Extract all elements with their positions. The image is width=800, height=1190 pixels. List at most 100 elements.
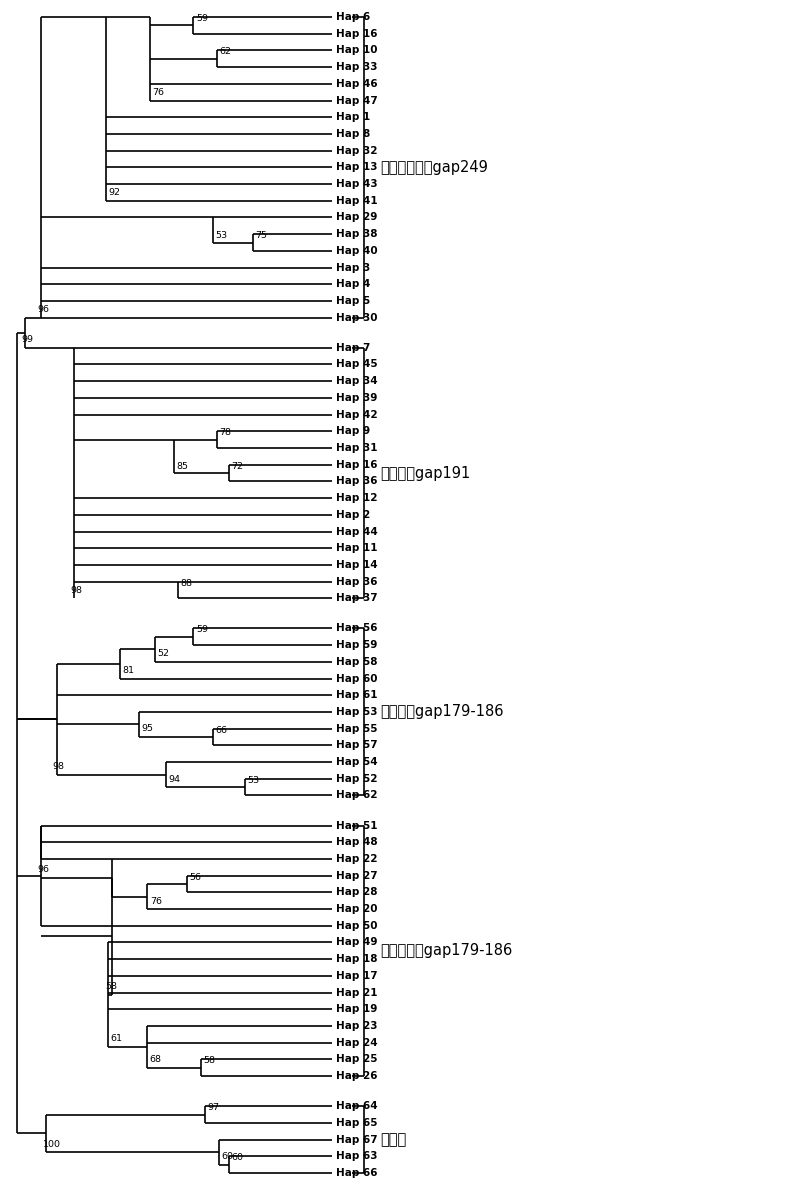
Text: Hap 19: Hap 19 (337, 1004, 378, 1014)
Text: 62: 62 (220, 48, 232, 56)
Text: Hap 26: Hap 26 (337, 1071, 378, 1082)
Text: 78: 78 (220, 428, 232, 437)
Text: 85: 85 (176, 462, 188, 471)
Text: 水牛支: 水牛支 (380, 1132, 406, 1147)
Text: Hap 17: Hap 17 (337, 971, 378, 981)
Text: Hap 36: Hap 36 (337, 577, 378, 587)
Text: 59: 59 (196, 14, 208, 23)
Text: Hap 20: Hap 20 (337, 904, 378, 914)
Text: Hap 10: Hap 10 (337, 45, 378, 56)
Text: 75: 75 (255, 231, 267, 240)
Text: Hap 40: Hap 40 (337, 246, 378, 256)
Text: 大额牛支：gap179-186: 大额牛支：gap179-186 (380, 944, 512, 958)
Text: Hap 9: Hap 9 (337, 426, 370, 437)
Text: Hap 49: Hap 49 (337, 938, 378, 947)
Text: 92: 92 (109, 188, 121, 198)
Text: Hap 41: Hap 41 (337, 195, 378, 206)
Text: 81: 81 (122, 666, 134, 675)
Text: Hap 51: Hap 51 (337, 821, 378, 831)
Text: Hap 36: Hap 36 (337, 476, 378, 487)
Text: Hap 11: Hap 11 (337, 543, 378, 553)
Text: 88: 88 (180, 578, 192, 588)
Text: Hap 3: Hap 3 (337, 263, 370, 273)
Text: Hap 54: Hap 54 (337, 757, 378, 768)
Text: Hap 45: Hap 45 (337, 359, 378, 369)
Text: Hap 5: Hap 5 (337, 296, 370, 306)
Text: Hap 28: Hap 28 (337, 888, 378, 897)
Text: Hap 37: Hap 37 (337, 594, 378, 603)
Text: Hap 66: Hap 66 (337, 1169, 378, 1178)
Text: Hap 24: Hap 24 (337, 1038, 378, 1047)
Text: Hap 33: Hap 33 (337, 62, 378, 73)
Text: Hap 12: Hap 12 (337, 493, 378, 503)
Text: Hap 63: Hap 63 (337, 1151, 378, 1161)
Text: Hap 14: Hap 14 (337, 560, 378, 570)
Text: 56: 56 (190, 872, 202, 882)
Text: Hap 32: Hap 32 (337, 145, 378, 156)
Text: 犎牛支：gap179-186: 犎牛支：gap179-186 (380, 704, 504, 720)
Text: 疘牛支：gap191: 疘牛支：gap191 (380, 465, 470, 481)
Text: Hap 38: Hap 38 (337, 230, 378, 239)
Text: 58: 58 (204, 1057, 216, 1065)
Text: 98: 98 (53, 762, 65, 771)
Text: Hap 4: Hap 4 (337, 280, 371, 289)
Text: Hap 30: Hap 30 (337, 313, 378, 322)
Text: Hap 47: Hap 47 (337, 95, 378, 106)
Text: Hap 34: Hap 34 (337, 376, 378, 387)
Text: Hap 18: Hap 18 (337, 954, 378, 964)
Text: Hap 8: Hap 8 (337, 129, 370, 139)
Text: Hap 22: Hap 22 (337, 854, 378, 864)
Text: Hap 64: Hap 64 (337, 1101, 378, 1111)
Text: 53: 53 (216, 231, 228, 240)
Text: Hap 67: Hap 67 (337, 1134, 378, 1145)
Text: Hap 16: Hap 16 (337, 459, 378, 470)
Text: Hap 25: Hap 25 (337, 1054, 378, 1064)
Text: 99: 99 (21, 336, 33, 344)
Text: Hap 43: Hap 43 (337, 178, 378, 189)
Text: Hap 56: Hap 56 (337, 624, 378, 633)
Text: 76: 76 (150, 896, 162, 906)
Text: Hap 13: Hap 13 (337, 162, 378, 173)
Text: 普通黄牛支：gap249: 普通黄牛支：gap249 (380, 159, 488, 175)
Text: 96: 96 (37, 865, 49, 875)
Text: Hap 39: Hap 39 (337, 393, 378, 403)
Text: 94: 94 (168, 775, 180, 783)
Text: 61: 61 (110, 1034, 122, 1044)
Text: Hap 6: Hap 6 (337, 12, 370, 21)
Text: Hap 1: Hap 1 (337, 112, 370, 123)
Text: Hap 27: Hap 27 (337, 871, 378, 881)
Text: Hap 60: Hap 60 (337, 674, 378, 683)
Text: Hap 52: Hap 52 (337, 774, 378, 784)
Text: 59: 59 (196, 626, 208, 634)
Text: 97: 97 (208, 1103, 220, 1113)
Text: Hap 2: Hap 2 (337, 509, 370, 520)
Text: Hap 42: Hap 42 (337, 409, 378, 420)
Text: Hap 7: Hap 7 (337, 343, 371, 352)
Text: Hap 58: Hap 58 (337, 657, 378, 666)
Text: 52: 52 (158, 650, 170, 658)
Text: Hap 29: Hap 29 (337, 213, 378, 223)
Text: Hap 57: Hap 57 (337, 740, 378, 751)
Text: 100: 100 (42, 1140, 61, 1148)
Text: 66: 66 (216, 726, 228, 734)
Text: Hap 59: Hap 59 (337, 640, 378, 650)
Text: Hap 62: Hap 62 (337, 790, 378, 801)
Text: Hap 16: Hap 16 (337, 29, 378, 39)
Text: Hap 44: Hap 44 (337, 526, 378, 537)
Text: 60: 60 (222, 1152, 234, 1161)
Text: Hap 23: Hap 23 (337, 1021, 378, 1031)
Text: 96: 96 (37, 305, 49, 314)
Text: 95: 95 (142, 725, 154, 733)
Text: 72: 72 (231, 462, 243, 471)
Text: Hap 46: Hap 46 (337, 79, 378, 89)
Text: Hap 65: Hap 65 (337, 1117, 378, 1128)
Text: 98: 98 (70, 585, 82, 595)
Text: 68: 68 (150, 1056, 162, 1064)
Text: Hap 55: Hap 55 (337, 724, 378, 734)
Text: 53: 53 (247, 776, 259, 784)
Text: 76: 76 (152, 88, 164, 96)
Text: 60: 60 (231, 1153, 243, 1163)
Text: Hap 21: Hap 21 (337, 988, 378, 997)
Text: Hap 48: Hap 48 (337, 838, 378, 847)
Text: Hap 61: Hap 61 (337, 690, 378, 700)
